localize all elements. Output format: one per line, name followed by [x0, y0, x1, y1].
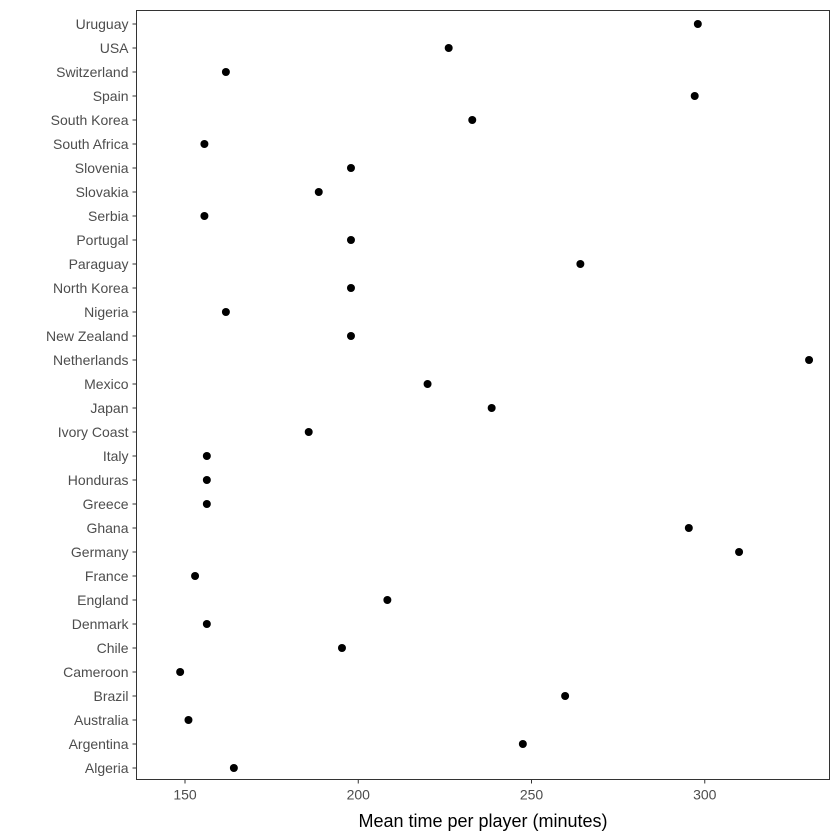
point-south-korea — [468, 116, 477, 124]
x-tick-label-250: 250 — [520, 787, 544, 803]
x-axis: 150 200 250 300 — [173, 779, 717, 803]
point-new-zealand — [346, 332, 355, 340]
y-tick-label-france: France — [85, 568, 129, 584]
point-japan — [487, 404, 496, 412]
x-tick-label-150: 150 — [173, 787, 197, 803]
plot-panel-border — [136, 10, 830, 780]
y-tick-label-north-korea: North Korea — [53, 280, 129, 296]
y-tick-label-usa: USA — [100, 40, 129, 56]
y-tick-label-brazil: Brazil — [93, 688, 128, 704]
point-chile — [337, 644, 346, 652]
point-uruguay — [693, 20, 702, 28]
point-italy — [202, 452, 211, 460]
y-tick-label-new-zealand: New Zealand — [46, 328, 129, 344]
y-tick-label-algeria: Algeria — [85, 760, 129, 776]
y-tick-label-serbia: Serbia — [88, 208, 129, 224]
y-tick-label-slovenia: Slovenia — [75, 160, 129, 176]
point-honduras — [202, 476, 211, 484]
y-tick-label-japan: Japan — [90, 400, 128, 416]
y-tick-label-south-korea: South Korea — [51, 112, 129, 128]
point-netherlands — [805, 356, 814, 364]
point-north-korea — [346, 284, 355, 292]
y-tick-label-honduras: Honduras — [68, 472, 129, 488]
y-tick-label-slovakia: Slovakia — [76, 184, 129, 200]
point-serbia — [200, 212, 209, 220]
y-tick-label-chile: Chile — [97, 640, 129, 656]
point-england — [383, 596, 392, 604]
point-ivory-coast — [304, 428, 313, 436]
point-mexico — [423, 380, 432, 388]
x-axis-title: Mean time per player (minutes) — [358, 811, 607, 831]
y-tick-label-portugal: Portugal — [76, 232, 128, 248]
data-points — [176, 20, 814, 772]
point-greece — [202, 500, 211, 508]
point-usa — [444, 44, 453, 52]
y-tick-label-netherlands: Netherlands — [53, 352, 129, 368]
y-tick-label-mexico: Mexico — [84, 376, 129, 392]
point-paraguay — [576, 260, 585, 268]
y-tick-label-argentina: Argentina — [69, 736, 129, 752]
y-tick-label-greece: Greece — [83, 496, 129, 512]
y-tick-label-england: England — [77, 592, 128, 608]
x-tick-label-200: 200 — [347, 787, 371, 803]
point-denmark — [202, 620, 211, 628]
point-ghana — [684, 524, 693, 532]
y-tick-label-south-africa: South Africa — [53, 136, 129, 152]
point-slovakia — [314, 188, 323, 196]
y-tick-label-ivory-coast: Ivory Coast — [58, 424, 129, 440]
point-south-africa — [200, 140, 209, 148]
x-tick-label-300: 300 — [693, 787, 717, 803]
point-cameroon — [176, 668, 185, 676]
y-tick-label-italy: Italy — [103, 448, 129, 464]
y-axis: Algeria Argentina Australia Brazil Cameroon C… — [46, 16, 137, 776]
y-tick-label-uruguay: Uruguay — [76, 16, 129, 32]
y-tick-label-australia: Australia — [74, 712, 129, 728]
point-nigeria — [221, 308, 230, 316]
y-tick-label-paraguay: Paraguay — [69, 256, 129, 272]
y-tick-label-switzerland: Switzerland — [56, 64, 128, 80]
point-spain — [690, 92, 699, 100]
y-tick-label-germany: Germany — [71, 544, 129, 560]
point-algeria — [229, 764, 238, 772]
y-tick-label-spain: Spain — [93, 88, 129, 104]
point-france — [191, 572, 200, 580]
point-switzerland — [221, 68, 230, 76]
point-argentina — [518, 740, 527, 748]
point-germany — [735, 548, 744, 556]
y-tick-label-denmark: Denmark — [72, 616, 130, 632]
y-tick-label-cameroon: Cameroon — [63, 664, 128, 680]
y-tick-label-nigeria: Nigeria — [84, 304, 129, 320]
y-tick-label-ghana: Ghana — [86, 520, 128, 536]
point-portugal — [346, 236, 355, 244]
point-slovenia — [346, 164, 355, 172]
point-brazil — [561, 692, 570, 700]
point-australia — [184, 716, 193, 724]
